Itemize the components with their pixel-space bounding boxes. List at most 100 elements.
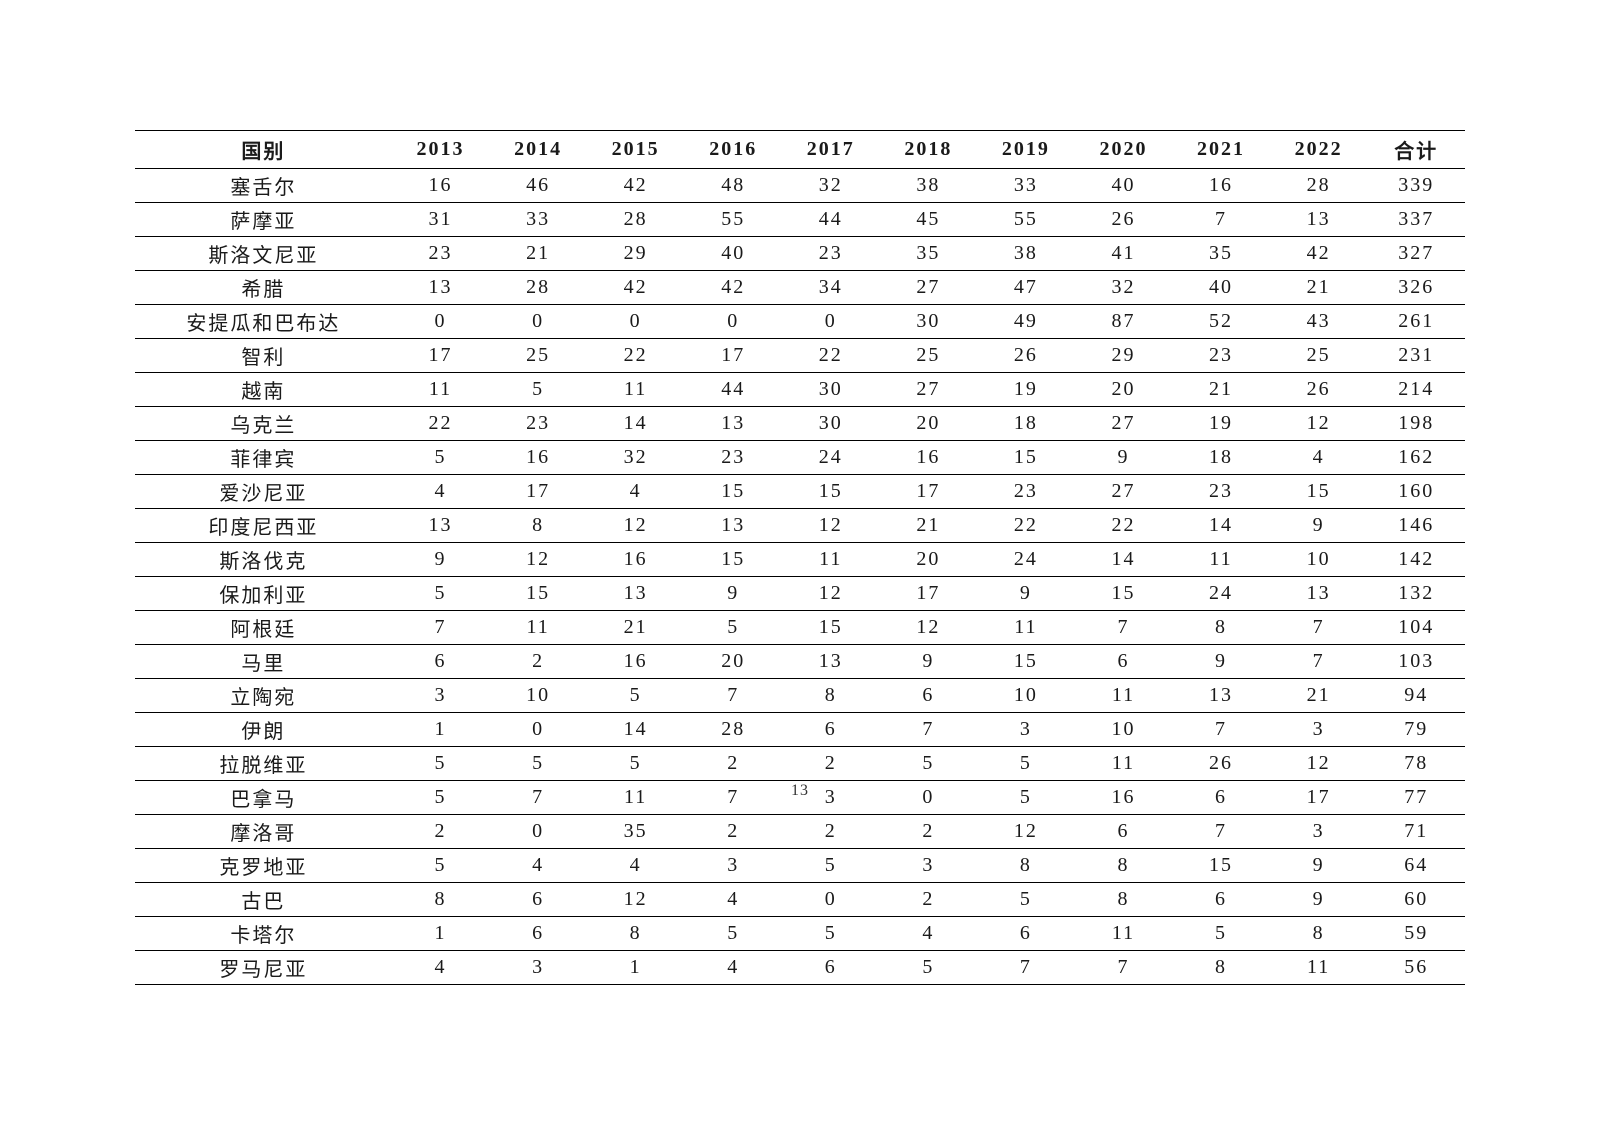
value-cell: 15 — [977, 441, 1075, 475]
value-cell: 16 — [587, 543, 685, 577]
value-cell: 10 — [977, 679, 1075, 713]
value-cell: 13 — [782, 645, 880, 679]
table-row: 摩洛哥20352221267371 — [135, 815, 1465, 849]
value-cell: 8 — [782, 679, 880, 713]
value-cell: 14 — [1172, 509, 1270, 543]
value-cell: 9 — [880, 645, 978, 679]
total-cell: 56 — [1367, 951, 1465, 985]
value-cell: 7 — [1172, 203, 1270, 237]
value-cell: 25 — [880, 339, 978, 373]
value-cell: 27 — [880, 271, 978, 305]
value-cell: 29 — [587, 237, 685, 271]
value-cell: 20 — [880, 407, 978, 441]
value-cell: 13 — [392, 509, 490, 543]
value-cell: 9 — [1270, 883, 1368, 917]
value-cell: 22 — [977, 509, 1075, 543]
table-row: 越南1151144302719202126214 — [135, 373, 1465, 407]
value-cell: 15 — [782, 611, 880, 645]
value-cell: 24 — [977, 543, 1075, 577]
total-cell: 162 — [1367, 441, 1465, 475]
value-cell: 6 — [1075, 645, 1173, 679]
value-cell: 28 — [587, 203, 685, 237]
total-cell: 231 — [1367, 339, 1465, 373]
value-cell: 2 — [489, 645, 587, 679]
value-cell: 21 — [1172, 373, 1270, 407]
total-cell: 78 — [1367, 747, 1465, 781]
value-cell: 8 — [1075, 849, 1173, 883]
table-row: 阿根廷711215151211787104 — [135, 611, 1465, 645]
value-cell: 13 — [684, 509, 782, 543]
value-cell: 22 — [392, 407, 490, 441]
total-cell: 337 — [1367, 203, 1465, 237]
value-cell: 21 — [880, 509, 978, 543]
value-cell: 15 — [489, 577, 587, 611]
table-row: 爱沙尼亚417415151723272315160 — [135, 475, 1465, 509]
value-cell: 5 — [684, 917, 782, 951]
value-cell: 3 — [684, 849, 782, 883]
value-cell: 8 — [1172, 611, 1270, 645]
value-cell: 2 — [880, 883, 978, 917]
value-cell: 29 — [1075, 339, 1173, 373]
value-cell: 11 — [587, 373, 685, 407]
value-cell: 13 — [392, 271, 490, 305]
country-cell: 越南 — [135, 373, 392, 407]
value-cell: 15 — [977, 645, 1075, 679]
value-cell: 23 — [392, 237, 490, 271]
table-row: 卡塔尔1685546115859 — [135, 917, 1465, 951]
value-cell: 33 — [489, 203, 587, 237]
value-cell: 35 — [1172, 237, 1270, 271]
value-cell: 11 — [782, 543, 880, 577]
country-cell: 古巴 — [135, 883, 392, 917]
value-cell: 11 — [489, 611, 587, 645]
value-cell: 42 — [587, 169, 685, 203]
value-cell: 12 — [1270, 747, 1368, 781]
table-row: 印度尼西亚138121312212222149146 — [135, 509, 1465, 543]
value-cell: 5 — [392, 577, 490, 611]
value-cell: 12 — [587, 883, 685, 917]
table-row: 乌克兰22231413302018271912198 — [135, 407, 1465, 441]
value-cell: 4 — [684, 883, 782, 917]
value-cell: 25 — [1270, 339, 1368, 373]
country-cell: 马里 — [135, 645, 392, 679]
value-cell: 0 — [684, 305, 782, 339]
value-cell: 18 — [1172, 441, 1270, 475]
value-cell: 11 — [1075, 917, 1173, 951]
value-cell: 19 — [1172, 407, 1270, 441]
value-cell: 10 — [489, 679, 587, 713]
value-cell: 32 — [782, 169, 880, 203]
value-cell: 2 — [684, 815, 782, 849]
value-cell: 27 — [1075, 475, 1173, 509]
value-cell: 6 — [1075, 815, 1173, 849]
total-cell: 146 — [1367, 509, 1465, 543]
value-cell: 23 — [684, 441, 782, 475]
column-header-year: 2013 — [392, 131, 490, 169]
value-cell: 38 — [977, 237, 1075, 271]
value-cell: 5 — [587, 747, 685, 781]
value-cell: 3 — [1270, 815, 1368, 849]
country-cell: 斯洛文尼亚 — [135, 237, 392, 271]
value-cell: 14 — [1075, 543, 1173, 577]
value-cell: 20 — [684, 645, 782, 679]
table-header: 国别20132014201520162017201820192020202120… — [135, 131, 1465, 169]
value-cell: 18 — [977, 407, 1075, 441]
table-row: 保加利亚51513912179152413132 — [135, 577, 1465, 611]
value-cell: 1 — [587, 951, 685, 985]
country-cell: 希腊 — [135, 271, 392, 305]
value-cell: 17 — [880, 475, 978, 509]
value-cell: 8 — [1075, 883, 1173, 917]
country-cell: 智利 — [135, 339, 392, 373]
value-cell: 6 — [880, 679, 978, 713]
value-cell: 3 — [977, 713, 1075, 747]
value-cell: 55 — [977, 203, 1075, 237]
value-cell: 32 — [1075, 271, 1173, 305]
value-cell: 6 — [1172, 883, 1270, 917]
value-cell: 40 — [684, 237, 782, 271]
value-cell: 45 — [880, 203, 978, 237]
table-row: 伊朗101428673107379 — [135, 713, 1465, 747]
value-cell: 9 — [1075, 441, 1173, 475]
value-cell: 38 — [880, 169, 978, 203]
total-cell: 326 — [1367, 271, 1465, 305]
value-cell: 6 — [782, 713, 880, 747]
value-cell: 1 — [392, 917, 490, 951]
value-cell: 5 — [977, 883, 1075, 917]
